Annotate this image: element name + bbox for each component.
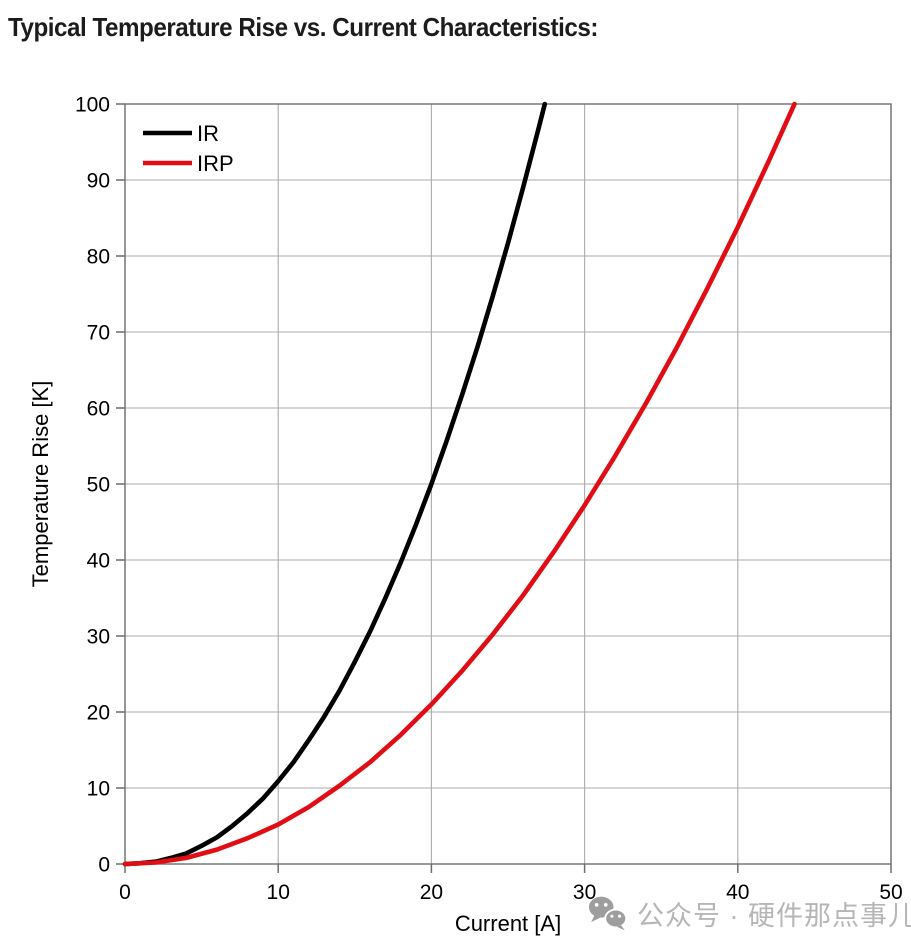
- watermark-text: 公众号 · 硬件那点事儿: [637, 901, 911, 931]
- x-tick-label: 50: [879, 881, 902, 904]
- y-tick-label: 40: [87, 550, 110, 573]
- y-tick-label: 90: [87, 170, 110, 193]
- y-tick-label: 100: [75, 94, 110, 117]
- x-axis-title: Current [A]: [455, 911, 561, 936]
- x-tick-label: 10: [267, 881, 290, 904]
- y-tick-label: 80: [87, 246, 110, 269]
- wechat-icon: [588, 896, 628, 931]
- legend-ir-label: IR: [197, 121, 219, 146]
- tick-labels: 0 10 20 30 40 50 0 10 20 30 40 50 60 70 80 90 100: [75, 94, 903, 905]
- ir-curve: [122, 101, 548, 867]
- axis-ticks: [116, 103, 892, 873]
- y-tick-label: 70: [87, 322, 110, 345]
- x-tick-label: 0: [119, 881, 131, 904]
- y-tick-label: 20: [87, 702, 110, 725]
- y-tick-label: 0: [98, 854, 110, 877]
- x-tick-label: 30: [573, 881, 596, 904]
- y-tick-label: 50: [87, 474, 110, 497]
- y-axis-title: Temperature Rise [K]: [28, 381, 53, 588]
- x-tick-label: 40: [726, 881, 749, 904]
- gridlines: [124, 103, 892, 865]
- legend-irp-label: IRP: [197, 151, 234, 176]
- legend: IR IRP: [143, 121, 234, 176]
- curves: [122, 101, 797, 867]
- y-tick-label: 30: [87, 626, 110, 649]
- chart-title: Typical Temperature Rise vs. Current Cha…: [8, 12, 598, 42]
- x-tick-label: 20: [420, 881, 443, 904]
- watermark: 公众号 · 硬件那点事儿: [588, 894, 911, 933]
- irp-curve: [122, 101, 797, 867]
- y-tick-label: 60: [87, 398, 110, 421]
- y-tick-label: 10: [87, 778, 110, 801]
